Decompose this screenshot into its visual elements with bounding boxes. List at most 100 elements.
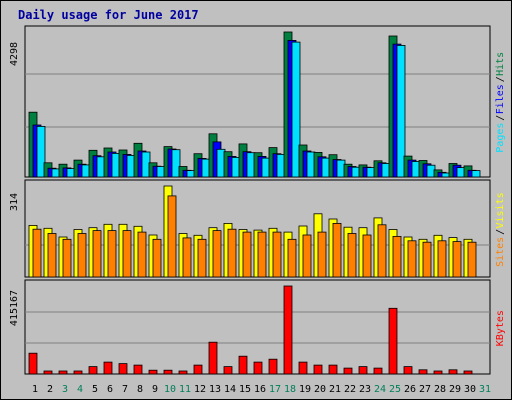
- bar-kbytes-day-14: [223, 366, 233, 375]
- bar-kbytes-day-1: [28, 352, 38, 375]
- bar-sites-day-7: [122, 230, 132, 278]
- bar-kbytes-day-8: [133, 364, 143, 375]
- bar-sites-day-10: [167, 195, 177, 278]
- x-tick-label-day-30: 30: [464, 384, 476, 395]
- panel-visits-sites: 314 Sites /Visits: [9, 179, 506, 278]
- bar-sites-day-20: [317, 231, 327, 278]
- x-tick-label-day-15: 15: [239, 384, 251, 395]
- bar-pages-day-18: [291, 41, 301, 178]
- bar-kbytes-day-30: [463, 370, 473, 375]
- x-tick-label-day-27: 27: [419, 384, 431, 395]
- panel-kbytes: 415167 KBytes: [9, 279, 506, 375]
- bar-kbytes-day-29: [448, 369, 458, 375]
- legend-hits: Hits: [495, 52, 506, 76]
- bar-sites-day-27: [422, 241, 432, 278]
- bar-sites-day-6: [107, 230, 117, 278]
- bar-kbytes-day-28: [433, 370, 443, 375]
- scale-label: 314: [9, 193, 20, 211]
- bar-kbytes-day-10: [163, 369, 173, 375]
- bar-kbytes-day-22: [343, 367, 353, 375]
- x-tick-label-day-20: 20: [314, 384, 326, 395]
- legend-sites: Sites: [495, 237, 506, 267]
- x-tick-label-day-9: 9: [152, 384, 158, 395]
- plot-area: [24, 279, 491, 375]
- bar-sites-day-8: [137, 231, 147, 278]
- legend-separator: /: [495, 229, 506, 235]
- x-tick-label-day-17: 17: [269, 384, 281, 395]
- bar-sites-day-1: [32, 228, 42, 278]
- scale-label: 4298: [9, 42, 20, 66]
- x-tick-label-day-6: 6: [107, 384, 113, 395]
- bar-kbytes-day-3: [58, 370, 68, 375]
- x-tick-label-day-16: 16: [254, 384, 266, 395]
- x-axis: 1 2 3 4 5 6 7 8 9 10 11 12 13 14 15 16 17 18 19 20 21 22 23 24 2…: [32, 384, 491, 395]
- bar-sites-day-12: [197, 238, 207, 278]
- x-tick-label-day-25: 25: [389, 384, 401, 395]
- bar-kbytes-day-17: [268, 358, 278, 375]
- x-tick-label-day-4: 4: [77, 384, 83, 395]
- chart-title: Daily usage for June 2017: [18, 8, 199, 22]
- bar-kbytes-day-5: [88, 366, 98, 375]
- bar-kbytes-day-27: [418, 369, 428, 375]
- x-tick-label-day-13: 13: [209, 384, 221, 395]
- x-tick-label-day-2: 2: [47, 384, 53, 395]
- x-tick-label-day-21: 21: [329, 384, 341, 395]
- bar-kbytes-day-12: [193, 364, 203, 375]
- bar-sites-day-9: [152, 238, 162, 278]
- x-tick-label-day-8: 8: [137, 384, 143, 395]
- bar-pages-day-10: [171, 149, 181, 178]
- bar-sites-day-11: [182, 237, 192, 278]
- x-tick-label-day-5: 5: [92, 384, 98, 395]
- x-tick-label-day-11: 11: [179, 384, 191, 395]
- x-tick-label-day-12: 12: [194, 384, 206, 395]
- x-tick-label-day-31: 31: [479, 384, 491, 395]
- legend-separator: /: [495, 115, 506, 121]
- x-tick-label-day-10: 10: [164, 384, 176, 395]
- bar-sites-day-3: [62, 238, 72, 278]
- bar-kbytes-day-7: [118, 363, 128, 375]
- bar-kbytes-day-23: [358, 366, 368, 375]
- x-tick-label-day-23: 23: [359, 384, 371, 395]
- x-tick-label-day-18: 18: [284, 384, 296, 395]
- bar-kbytes-day-4: [73, 370, 83, 375]
- x-tick-label-day-22: 22: [344, 384, 356, 395]
- legend-files: Files: [495, 84, 506, 114]
- bar-sites-day-14: [227, 228, 237, 278]
- bar-sites-day-16: [257, 231, 267, 278]
- x-tick-label-day-19: 19: [299, 384, 311, 395]
- bar-kbytes-day-2: [43, 370, 53, 375]
- plot-area: [24, 25, 491, 178]
- bar-sites-day-15: [242, 231, 252, 278]
- bar-kbytes-day-6: [103, 361, 113, 375]
- bar-kbytes-day-11: [178, 370, 188, 375]
- bar-kbytes-day-15: [238, 355, 248, 375]
- bar-kbytes-day-18: [283, 285, 293, 375]
- x-tick-label-day-29: 29: [449, 384, 461, 395]
- bar-sites-day-30: [467, 241, 477, 278]
- bar-sites-day-26: [407, 240, 417, 278]
- bar-pages-day-1: [36, 126, 46, 178]
- bar-kbytes-day-24: [373, 367, 383, 375]
- legend-kbytes: KBytes: [495, 310, 506, 346]
- bar-kbytes-day-16: [253, 361, 263, 375]
- bar-pages-day-30: [471, 170, 481, 178]
- bar-sites-day-4: [77, 233, 87, 278]
- bar-sites-day-2: [47, 233, 57, 278]
- bar-kbytes-day-13: [208, 341, 218, 375]
- bar-kbytes-day-25: [388, 307, 398, 375]
- x-tick-label-day-1: 1: [32, 384, 38, 395]
- chart-panels: 4298Pages/Files/Hits314Sites/Visits41516…: [9, 25, 506, 375]
- legend-separator: /: [495, 76, 506, 82]
- bar-kbytes-day-20: [313, 364, 323, 375]
- bar-pages-day-25: [396, 45, 406, 178]
- bar-sites-day-21: [332, 222, 342, 278]
- legend-pages: Pages: [495, 123, 506, 153]
- legend-visits: Visits: [495, 192, 506, 228]
- scale-label: 415167: [9, 290, 20, 326]
- x-tick-label-day-26: 26: [404, 384, 416, 395]
- bar-kbytes-day-26: [403, 366, 413, 375]
- x-tick-label-day-7: 7: [122, 384, 128, 395]
- bar-sites-day-24: [377, 224, 387, 278]
